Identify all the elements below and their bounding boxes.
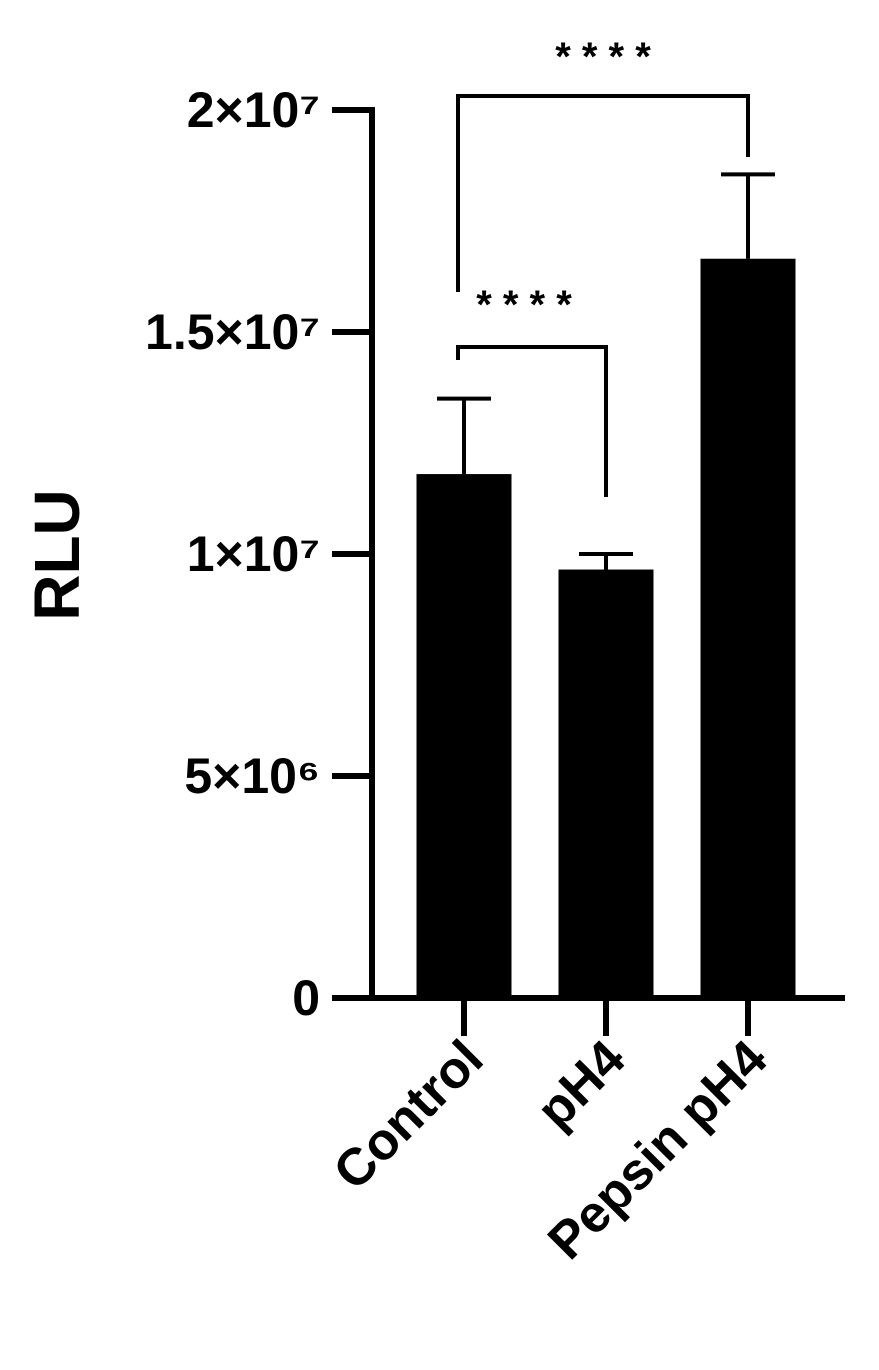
bar: [700, 258, 796, 998]
y-tick-label: 2×10⁷: [187, 82, 320, 138]
significance-label: * * * *: [476, 283, 572, 327]
y-tick-label: 1×10⁷: [187, 526, 320, 582]
x-tick-label: pH4: [526, 1029, 637, 1140]
y-axis-title: RLU: [21, 489, 93, 621]
significance-label: * * * *: [555, 35, 651, 79]
y-tick-label: 0: [292, 970, 320, 1026]
y-tick-label: 1.5×10⁷: [145, 304, 320, 360]
bar: [558, 569, 654, 998]
significance-bracket: [456, 94, 750, 292]
y-tick-label: 5×10⁶: [184, 748, 320, 804]
x-tick-label: Control: [323, 1029, 495, 1201]
significance-bracket: [456, 345, 608, 497]
bar: [416, 474, 512, 999]
